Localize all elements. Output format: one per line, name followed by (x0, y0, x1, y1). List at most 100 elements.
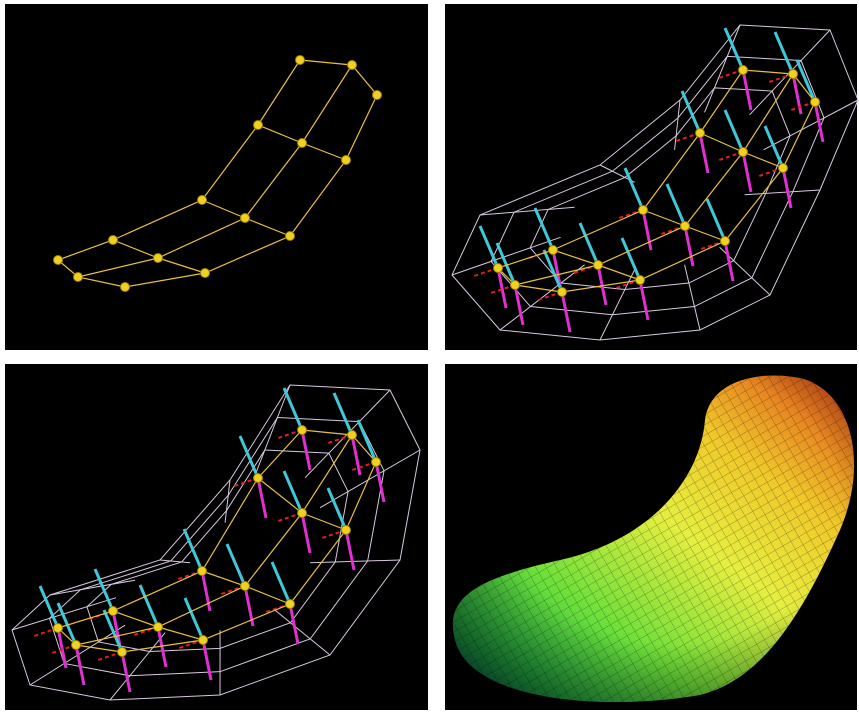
tangent-side (233, 477, 259, 487)
tangent-up (795, 59, 817, 103)
tangent-up (332, 392, 354, 436)
wire-spoke (109, 632, 166, 701)
tangent-up (620, 237, 642, 281)
wire-spoke (499, 264, 585, 331)
wire-spoke (224, 479, 231, 523)
tangent-up (773, 31, 795, 75)
wire-spoke (744, 189, 821, 196)
control-point (285, 231, 295, 241)
control-point (695, 128, 705, 138)
tangent-down (698, 132, 710, 174)
control-point (198, 635, 208, 645)
tangent-up (238, 435, 260, 479)
control-point (53, 255, 63, 265)
tangent-side (758, 167, 784, 177)
control-point (153, 253, 163, 263)
tangent-up (102, 609, 124, 653)
tangent-down (256, 477, 268, 519)
control-point (120, 282, 130, 292)
wire-spoke (159, 559, 191, 564)
tangent-down (201, 639, 213, 681)
wire-spoke (763, 99, 859, 151)
surface (452, 375, 855, 703)
wire-spoke (479, 206, 575, 216)
tangent-side (537, 291, 563, 301)
tangent-down (300, 512, 312, 554)
refined-wireframe (11, 384, 421, 701)
control-point (297, 138, 307, 148)
tangent-up (138, 584, 160, 628)
control-point (680, 221, 690, 231)
control-point (493, 263, 503, 273)
tangent-side (277, 512, 303, 522)
wire-spoke (451, 236, 561, 276)
control-point (635, 275, 645, 285)
tangent-side (220, 585, 246, 595)
tangent-side (97, 651, 123, 661)
tangent-side (178, 639, 204, 649)
control-grid (53, 55, 382, 292)
control-point (810, 97, 820, 107)
tangent-up (478, 225, 500, 269)
control-point (117, 647, 127, 657)
tangent-up (542, 249, 564, 293)
tangent-side (277, 429, 303, 439)
control-point (347, 430, 357, 440)
control-point (253, 473, 263, 483)
tangent-down (683, 225, 695, 267)
tangent-side (615, 279, 641, 289)
control-point (778, 163, 788, 173)
tangent-up (182, 528, 204, 572)
tangent-up (225, 543, 247, 587)
control-point (788, 69, 798, 79)
control-point (253, 120, 263, 130)
tangent-side (700, 240, 726, 250)
tangent-side (618, 209, 644, 219)
tangent-down (74, 644, 86, 686)
tangent-up (270, 561, 292, 605)
tangent-side (327, 434, 353, 444)
tangent-down (200, 570, 212, 612)
tangent-up (578, 222, 600, 266)
control-point (240, 581, 250, 591)
panel-wireframe (445, 4, 857, 350)
tangent-up (356, 419, 378, 463)
wire-spoke (319, 449, 421, 509)
panel-control-grid (5, 4, 428, 350)
tangent-up (282, 387, 304, 431)
tangent-down (344, 529, 356, 571)
control-point (295, 55, 305, 65)
control-point (341, 525, 351, 535)
tangent-side (33, 627, 59, 637)
control-point (285, 599, 295, 609)
wire-spoke (704, 24, 741, 113)
control-point (347, 60, 357, 70)
tangent-up (705, 198, 727, 242)
tangent-down (741, 69, 753, 111)
tangent-down (741, 151, 753, 193)
tangent-up (763, 125, 785, 169)
control-point (638, 205, 648, 215)
control-point (108, 235, 118, 245)
control-point (557, 287, 567, 297)
control-point (720, 236, 730, 246)
tangent-down (120, 651, 132, 693)
tangent-side (718, 69, 744, 79)
wire-spoke (49, 579, 136, 596)
tangent-side (265, 603, 291, 613)
control-point (548, 245, 558, 255)
tangent-down (56, 627, 68, 669)
tangent-side (473, 267, 499, 277)
tangent-up (623, 167, 645, 211)
control-point (197, 566, 207, 576)
tangent-side (321, 529, 347, 539)
control-point (71, 640, 81, 650)
tangent-up (183, 597, 205, 641)
tangent-up (665, 183, 687, 227)
control-point (297, 508, 307, 518)
control-point (197, 195, 207, 205)
tangent-side (490, 284, 516, 294)
tangent-down (781, 167, 793, 209)
tangent-down (513, 284, 525, 326)
